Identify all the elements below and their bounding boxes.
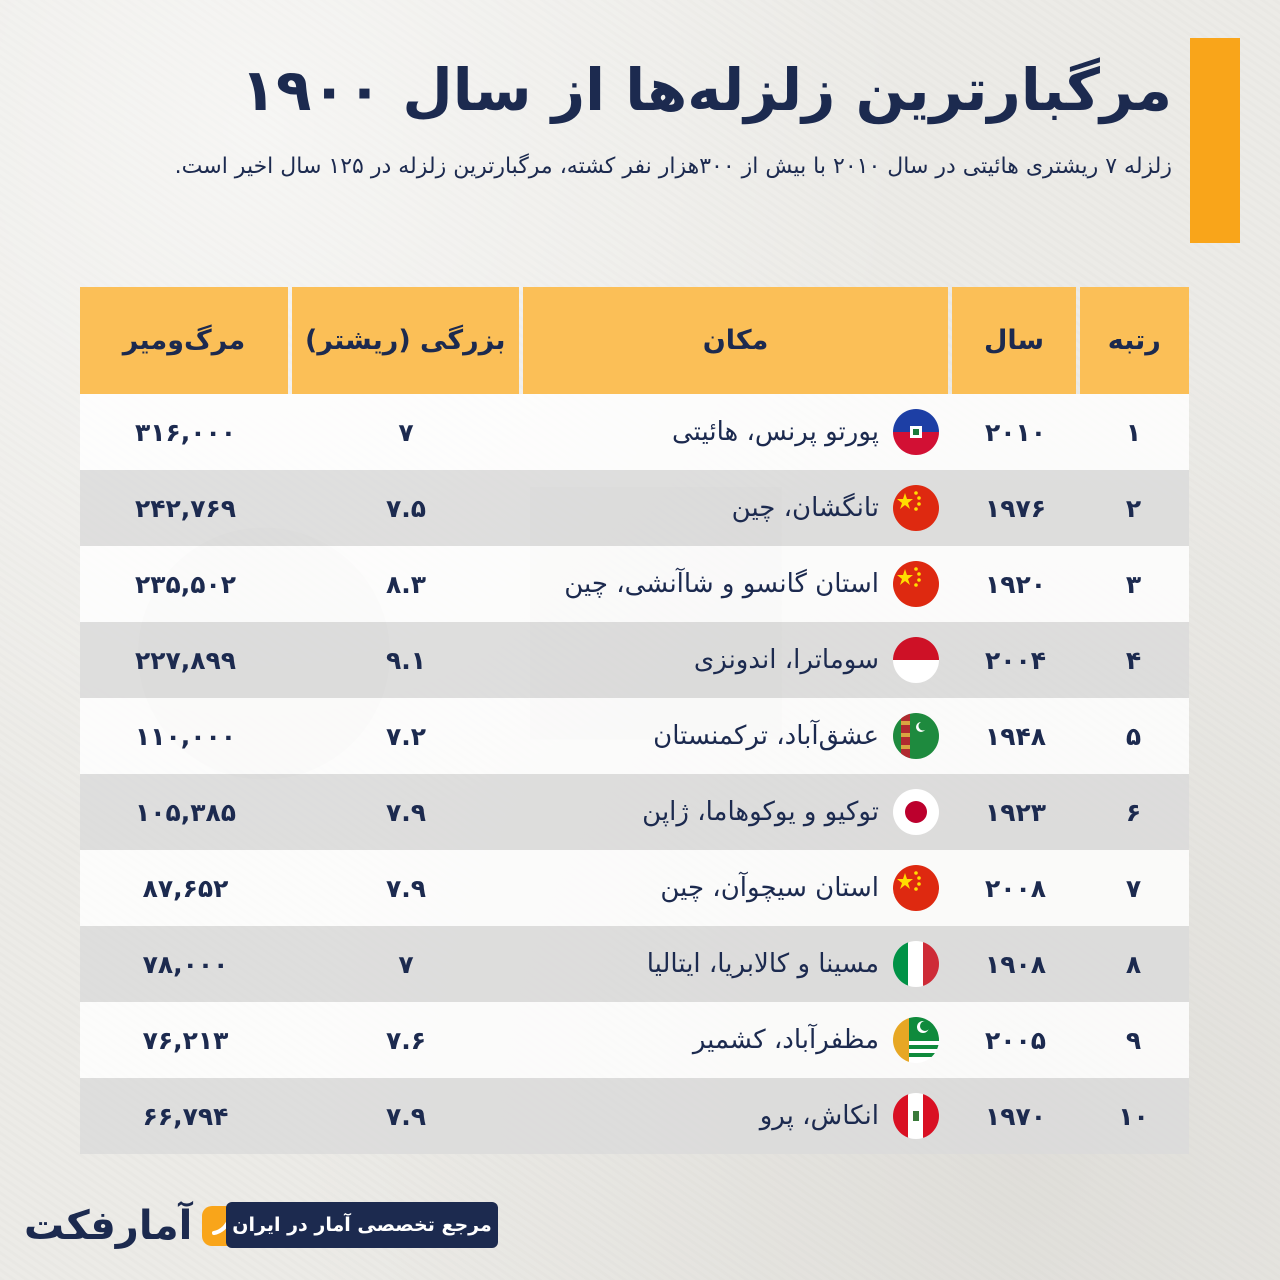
row-place-name: سوماترا، اندونزی (693, 645, 879, 675)
china-flag-icon (893, 865, 939, 911)
row-place: استان سیچوآن، چین (521, 865, 953, 911)
row-year: ۱۹۴۸ (984, 721, 1047, 751)
row-place: استان گانسو و شاآنشی، چین (521, 561, 953, 607)
table-row: ۹ ۲۰۰۵ مظفرآباد، کشمیر ۷.۶ ۷۶,۲۱۳ (80, 1002, 1189, 1078)
haiti-flag-icon (893, 409, 939, 455)
row-rank: ۷ (1125, 873, 1142, 903)
row-deaths: ۲۴۲,۷۶۹ (134, 493, 237, 523)
row-year: ۲۰۱۰ (984, 417, 1047, 447)
row-place: عشق‌آباد، ترکمنستان (521, 713, 953, 759)
kashmir-flag-icon (893, 1017, 939, 1063)
row-rank: ۶ (1125, 797, 1142, 827)
row-place-name: مسینا و کالابریا، ایتالیا (646, 949, 879, 979)
china-flag-icon (893, 561, 939, 607)
row-rank: ۱ (1125, 417, 1142, 447)
row-deaths: ۱۱۰,۰۰۰ (134, 721, 237, 751)
row-magnitude: ۷ (398, 949, 414, 979)
italy-flag-icon (893, 941, 939, 987)
row-deaths: ۷۶,۲۱۳ (142, 1025, 229, 1055)
row-magnitude: ۷.۲ (386, 721, 427, 751)
row-year: ۲۰۰۵ (984, 1025, 1047, 1055)
row-deaths: ۶۶,۷۹۴ (142, 1101, 229, 1131)
table-row: ۵ ۱۹۴۸ عشق‌آباد، ترکمنستان ۷.۲ ۱۱۰,۰۰۰ (80, 698, 1189, 774)
row-magnitude: ۷.۹ (386, 1101, 427, 1131)
table-row: ۸ ۱۹۰۸ مسینا و کالابریا، ایتالیا ۷ ۷۸,۰۰۰ (80, 926, 1189, 1002)
row-place-name: انکاش، پرو (759, 1101, 879, 1131)
accent-bar (1190, 38, 1240, 243)
row-place: پورتو پرنس، هائیتی (521, 409, 953, 455)
row-year: ۱۹۷۰ (984, 1101, 1047, 1131)
row-place-name: پورتو پرنس، هائیتی (671, 417, 879, 447)
table-body: ۱ ۲۰۱۰ پورتو پرنس، هائیتی ۷ ۳۱۶,۰۰۰ ۲ ۱۹۷۶ تانگ… (80, 394, 1189, 1154)
row-place: مظفرآباد، کشمیر (521, 1017, 953, 1063)
row-rank: ۴ (1125, 645, 1142, 675)
row-deaths: ۷۸,۰۰۰ (142, 949, 229, 979)
peru-flag-icon (893, 1093, 939, 1139)
row-magnitude: ۹.۱ (386, 645, 427, 675)
row-place-name: مظفرآباد، کشمیر (692, 1025, 879, 1055)
row-year: ۱۹۲۳ (984, 797, 1047, 827)
table-row: ۴ ۲۰۰۴ سوماترا، اندونزی ۹.۱ ۲۲۷,۸۹۹ (80, 622, 1189, 698)
brand-logo: آمارفکت (24, 1196, 243, 1256)
row-year: ۲۰۰۴ (984, 645, 1047, 675)
row-year: ۲۰۰۸ (984, 873, 1047, 903)
row-deaths: ۲۳۵,۵۰۲ (134, 569, 237, 599)
row-place: توکیو و یوکوهاما، ژاپن (521, 789, 953, 835)
table-row: ۱۰ ۱۹۷۰ انکاش، پرو ۷.۹ ۶۶,۷۹۴ (80, 1078, 1189, 1154)
row-rank: ۱۰ (1118, 1101, 1149, 1131)
japan-flag-icon (893, 789, 939, 835)
indonesia-flag-icon (893, 637, 939, 683)
brand-logo-text: آمارفکت (24, 1203, 193, 1249)
row-deaths: ۱۰۵,۳۸۵ (134, 797, 237, 827)
header-deaths: مرگ‌ومیر (79, 287, 288, 394)
china-flag-icon (893, 485, 939, 531)
row-place: سوماترا، اندونزی (521, 637, 953, 683)
row-deaths: ۲۲۷,۸۹۹ (134, 645, 237, 675)
page-subtitle: زلزله ۷ ریشتری هائیتی در سال ۲۰۱۰ با بیش… (174, 154, 1172, 179)
table-row: ۶ ۱۹۲۳ توکیو و یوکوهاما، ژاپن ۷.۹ ۱۰۵,۳۸۵ (80, 774, 1189, 850)
table-row: ۲ ۱۹۷۶ تانگشان، چین ۷.۵ ۲۴۲,۷۶۹ (80, 470, 1189, 546)
row-deaths: ۳۱۶,۰۰۰ (134, 417, 237, 447)
turkmenistan-flag-icon (893, 713, 939, 759)
row-place: انکاش، پرو (521, 1093, 953, 1139)
row-year: ۱۹۲۰ (984, 569, 1047, 599)
row-place: تانگشان، چین (521, 485, 953, 531)
table-row: ۷ ۲۰۰۸ استان سیچوآن، چین ۷.۹ ۸۷,۶۵۲ (80, 850, 1189, 926)
row-place-name: توکیو و یوکوهاما، ژاپن (642, 797, 879, 827)
row-magnitude: ۸.۳ (386, 569, 427, 599)
table-header: رتبه سال مکان بزرگی (ریشتر) مرگ‌ومیر (79, 287, 1189, 394)
table-row: ۳ ۱۹۲۰ استان گانسو و شاآنشی، چین ۸.۳ ۲۳۵,۵۰۲ (80, 546, 1189, 622)
row-deaths: ۸۷,۶۵۲ (142, 873, 229, 903)
row-magnitude: ۷.۵ (386, 493, 427, 523)
footer-tagline: مرجع تخصصی آمار در ایران (226, 1202, 498, 1248)
row-rank: ۳ (1125, 569, 1142, 599)
row-year: ۱۹۰۸ (984, 949, 1047, 979)
row-year: ۱۹۷۶ (984, 493, 1047, 523)
row-rank: ۵ (1125, 721, 1142, 751)
row-magnitude: ۷.۹ (386, 797, 427, 827)
row-rank: ۲ (1125, 493, 1142, 523)
row-magnitude: ۷ (398, 417, 414, 447)
earthquake-table: رتبه سال مکان بزرگی (ریشتر) مرگ‌ومیر ۱ ۲۰… (79, 287, 1189, 1154)
row-rank: ۹ (1125, 1025, 1142, 1055)
row-place-name: استان گانسو و شاآنشی، چین (564, 569, 879, 599)
row-magnitude: ۷.۶ (386, 1025, 427, 1055)
page-title: مرگبارترین زلزله‌ها از سال ۱۹۰۰ (240, 56, 1172, 124)
row-place: مسینا و کالابریا، ایتالیا (521, 941, 953, 987)
row-place-name: عشق‌آباد، ترکمنستان (653, 721, 879, 751)
row-rank: ۸ (1125, 949, 1142, 979)
header-rank: رتبه (1079, 287, 1189, 394)
row-place-name: تانگشان، چین (731, 493, 879, 523)
table-row: ۱ ۲۰۱۰ پورتو پرنس، هائیتی ۷ ۳۱۶,۰۰۰ (80, 394, 1189, 470)
row-magnitude: ۷.۹ (386, 873, 427, 903)
row-place-name: استان سیچوآن، چین (660, 873, 879, 903)
header-magnitude: بزرگی (ریشتر) (291, 287, 519, 394)
header-year: سال (952, 287, 1076, 394)
header-place: مکان (522, 287, 949, 394)
